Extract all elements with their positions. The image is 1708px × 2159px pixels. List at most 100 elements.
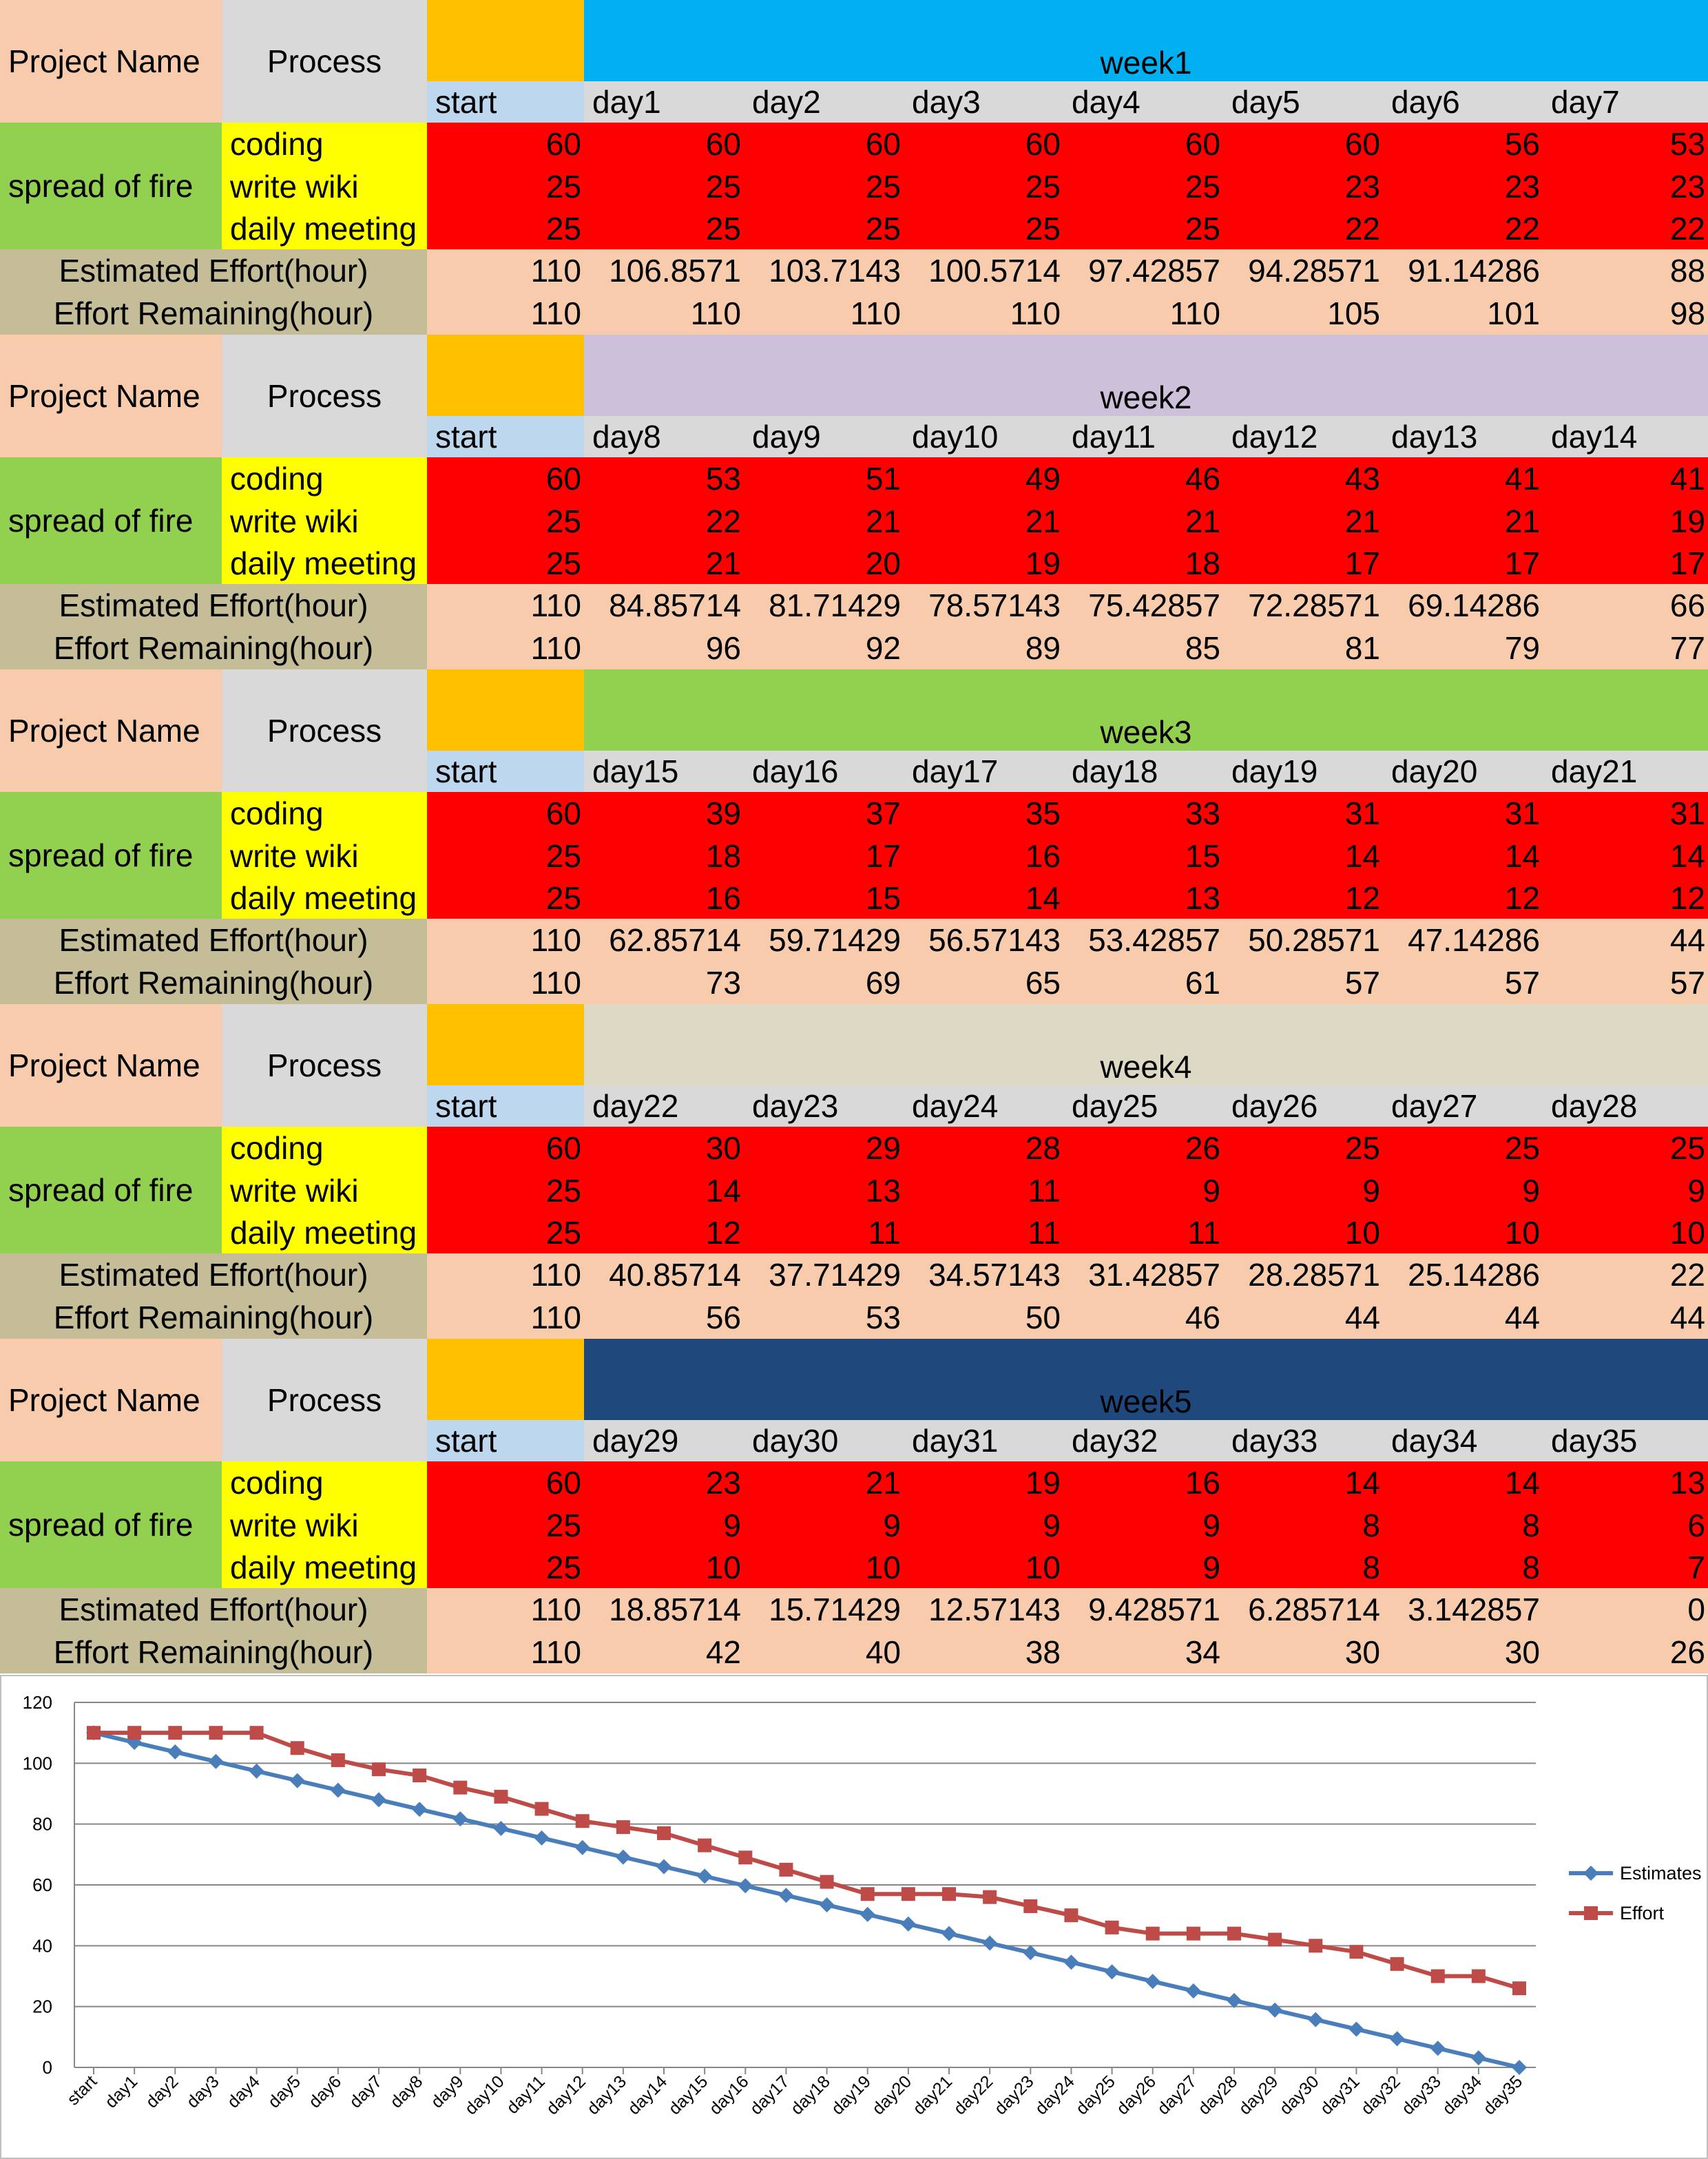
day-value: 23 bbox=[584, 1461, 744, 1504]
day-value: 43 bbox=[1223, 457, 1383, 500]
process-item: write wiki bbox=[222, 1169, 427, 1212]
effort-remaining-value: 79 bbox=[1383, 627, 1543, 669]
effort-point bbox=[860, 1887, 875, 1901]
legend-label: Estimates bbox=[1620, 1863, 1702, 1884]
estimated-effort-value: 62.85714 bbox=[584, 919, 744, 961]
process-item: write wiki bbox=[222, 500, 427, 543]
estimated-effort-value: 18.85714 bbox=[584, 1588, 744, 1631]
day-value: 56 bbox=[1383, 123, 1543, 165]
day-value: 8 bbox=[1383, 1547, 1543, 1588]
effort-point bbox=[698, 1838, 712, 1853]
week-title: week5 bbox=[584, 1339, 1708, 1420]
day-value: 21 bbox=[1383, 500, 1543, 543]
start-value: 60 bbox=[427, 792, 584, 835]
remaining-start-value: 110 bbox=[427, 627, 584, 669]
y-tick-label: 40 bbox=[32, 1935, 52, 1956]
day-value: 10 bbox=[904, 1547, 1063, 1588]
day-value: 46 bbox=[1063, 457, 1223, 500]
effort-point bbox=[738, 1850, 753, 1865]
effort-point bbox=[1227, 1926, 1241, 1941]
project-name-header: Project Name bbox=[0, 1004, 222, 1127]
project-name-header: Project Name bbox=[0, 1339, 222, 1461]
estimates-point bbox=[1104, 1964, 1120, 1980]
day-value: 41 bbox=[1383, 457, 1543, 500]
estimated-effort-value: 53.42857 bbox=[1063, 919, 1223, 961]
estimates-point bbox=[574, 1839, 590, 1855]
day-value: 53 bbox=[584, 457, 744, 500]
day-value: 13 bbox=[1063, 877, 1223, 919]
estimated-effort-value: 28.28571 bbox=[1223, 1253, 1383, 1296]
day-label: day5 bbox=[1223, 81, 1383, 123]
day-label: day12 bbox=[1223, 416, 1383, 457]
estimated-effort-label: Estimated Effort(hour) bbox=[0, 1253, 427, 1296]
effort-remaining-value: 69 bbox=[744, 961, 904, 1004]
day-value: 9 bbox=[1063, 1169, 1223, 1212]
start-value: 60 bbox=[427, 123, 584, 165]
effort-point bbox=[290, 1741, 304, 1755]
estimated-effort-value: 94.28571 bbox=[1223, 249, 1383, 292]
day-label: day34 bbox=[1383, 1420, 1543, 1461]
day-value: 18 bbox=[584, 835, 744, 877]
day-label: day19 bbox=[1223, 751, 1383, 792]
day-value: 31 bbox=[1223, 792, 1383, 835]
day-value: 22 bbox=[1223, 208, 1383, 249]
start-label: start bbox=[427, 81, 584, 123]
effort-remaining-value: 77 bbox=[1543, 627, 1708, 669]
estimates-point bbox=[656, 1859, 671, 1875]
effort-remaining-value: 44 bbox=[1223, 1296, 1383, 1339]
start-value: 25 bbox=[427, 500, 584, 543]
estimates-point bbox=[1267, 2002, 1283, 2018]
effort-point bbox=[168, 1726, 183, 1740]
process-header: Process bbox=[222, 1339, 427, 1461]
estimates-point bbox=[208, 1753, 224, 1769]
day-value: 20 bbox=[744, 543, 904, 584]
day-label: day14 bbox=[1543, 416, 1708, 457]
process-header: Process bbox=[222, 669, 427, 792]
estimated-effort-value: 88 bbox=[1543, 249, 1708, 292]
day-value: 15 bbox=[1063, 835, 1223, 877]
effort-point bbox=[983, 1890, 997, 1904]
effort-remaining-value: 73 bbox=[584, 961, 744, 1004]
day-value: 37 bbox=[744, 792, 904, 835]
day-value: 14 bbox=[1223, 835, 1383, 877]
estimated-effort-value: 0 bbox=[1543, 1588, 1708, 1631]
effort-point bbox=[1023, 1899, 1038, 1913]
start-header-block bbox=[427, 1339, 584, 1420]
chart-gridlines bbox=[74, 1702, 1536, 2068]
effort-point bbox=[616, 1820, 630, 1835]
estimated-effort-value: 91.14286 bbox=[1383, 249, 1543, 292]
effort-point bbox=[494, 1789, 508, 1804]
day-label: day20 bbox=[1383, 751, 1543, 792]
effort-remaining-value: 30 bbox=[1383, 1631, 1543, 1673]
day-value: 10 bbox=[584, 1547, 744, 1588]
estimated-start-value: 110 bbox=[427, 249, 584, 292]
day-value: 21 bbox=[904, 500, 1063, 543]
estimated-effort-value: 3.142857 bbox=[1383, 1588, 1543, 1631]
process-item: write wiki bbox=[222, 1504, 427, 1547]
project-name-header: Project Name bbox=[0, 335, 222, 457]
day-value: 7 bbox=[1543, 1547, 1708, 1588]
estimated-effort-value: 81.71429 bbox=[744, 584, 904, 627]
effort-remaining-value: 44 bbox=[1543, 1296, 1708, 1339]
effort-point bbox=[1268, 1932, 1282, 1947]
estimated-effort-label: Estimated Effort(hour) bbox=[0, 919, 427, 961]
effort-remaining-value: 26 bbox=[1543, 1631, 1708, 1673]
day-value: 26 bbox=[1063, 1127, 1223, 1169]
week-block-5: Project Name Process week5 start day29 day30 d… bbox=[0, 1339, 1708, 1673]
day-value: 11 bbox=[744, 1212, 904, 1253]
estimates-point bbox=[493, 1820, 509, 1836]
effort-remaining-value: 38 bbox=[904, 1631, 1063, 1673]
process-item: coding bbox=[222, 792, 427, 835]
estimates-point bbox=[330, 1782, 346, 1798]
day-value: 9 bbox=[1063, 1504, 1223, 1547]
effort-remaining-value: 89 bbox=[904, 627, 1063, 669]
day-value: 22 bbox=[1543, 208, 1708, 249]
process-item: daily meeting bbox=[222, 1547, 427, 1588]
start-value: 25 bbox=[427, 208, 584, 249]
day-value: 19 bbox=[904, 1461, 1063, 1504]
remaining-start-value: 110 bbox=[427, 1631, 584, 1673]
day-value: 21 bbox=[1223, 500, 1383, 543]
week-block-4: Project Name Process week4 start day22 day23 d… bbox=[0, 1004, 1708, 1339]
day-label: day18 bbox=[1063, 751, 1223, 792]
day-value: 35 bbox=[904, 792, 1063, 835]
